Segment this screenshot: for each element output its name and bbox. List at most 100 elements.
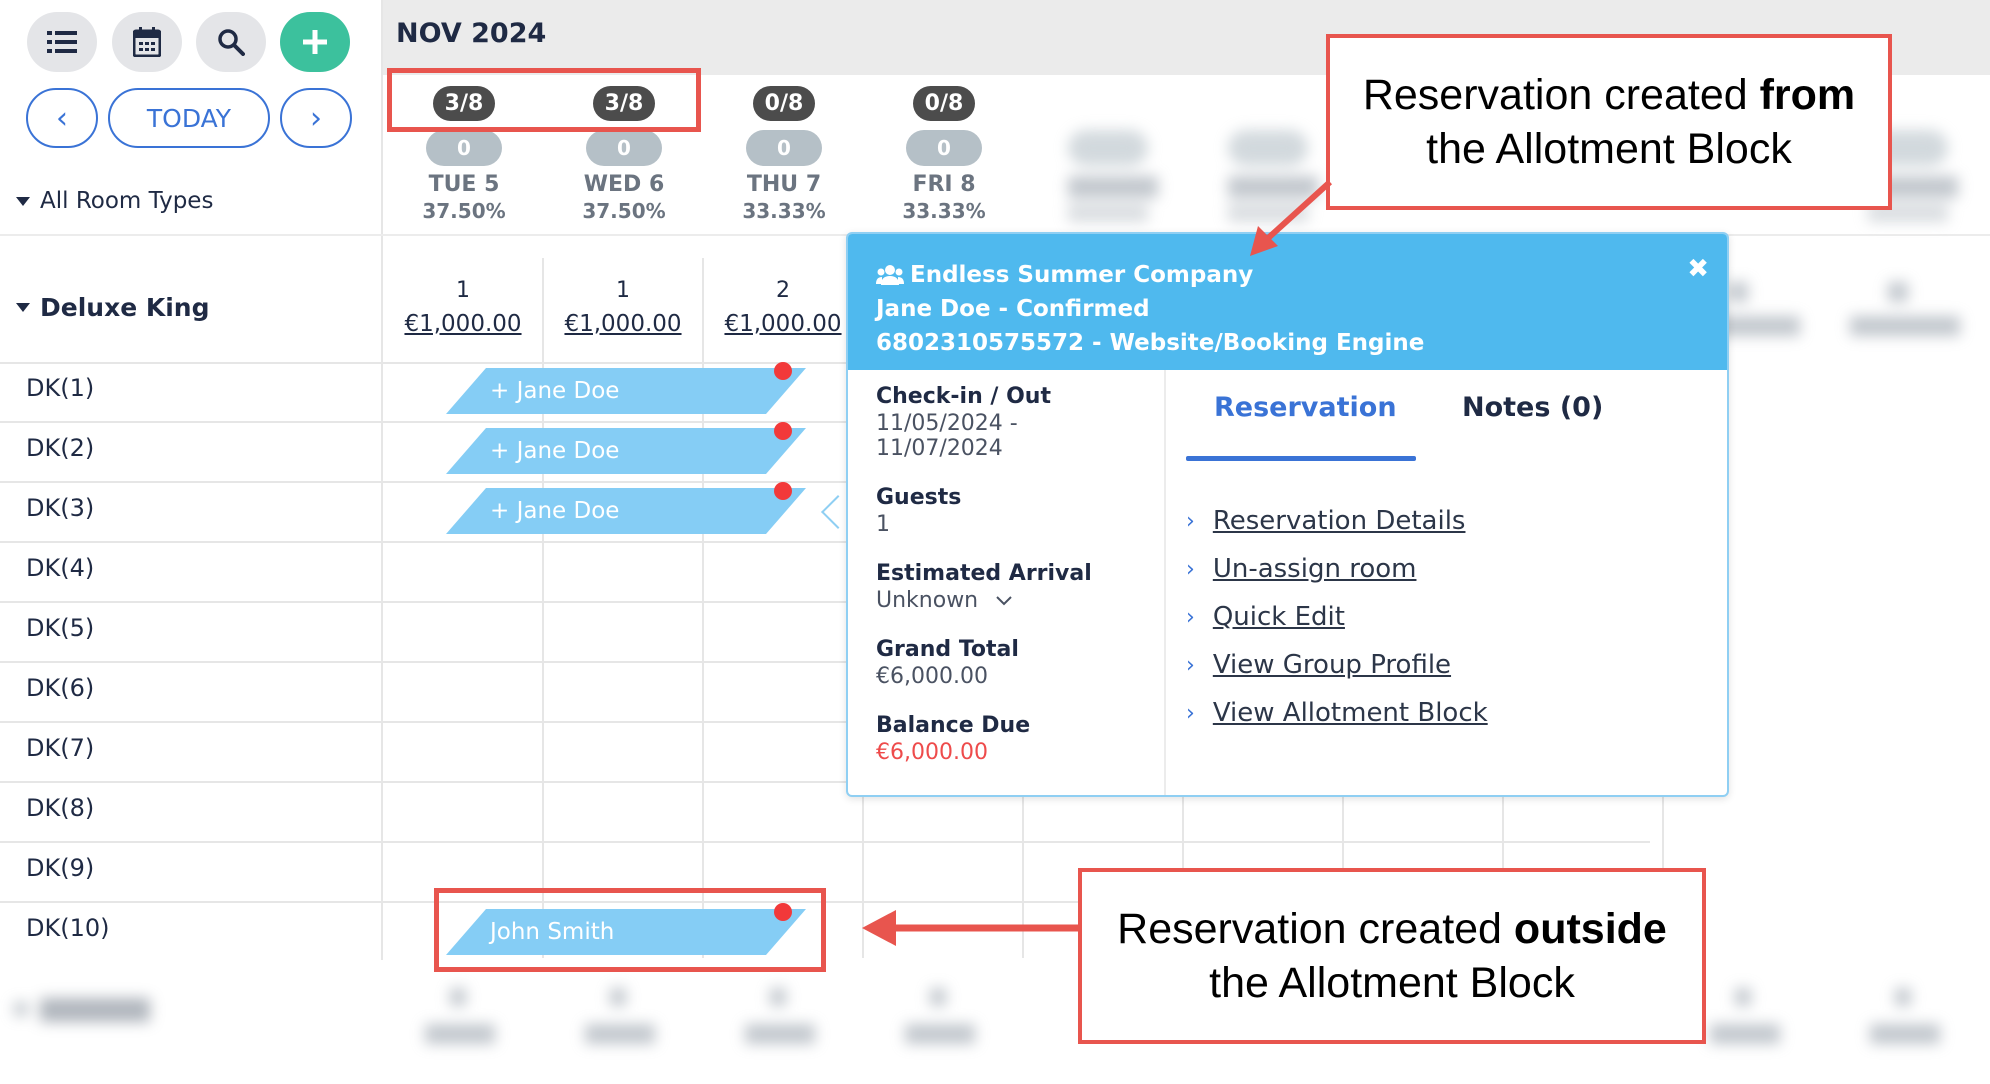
count-badge: 0 (906, 130, 982, 166)
chevron-right-icon: › (1186, 556, 1195, 582)
search-button[interactable] (196, 12, 266, 72)
rate-cell[interactable]: 2 €1,000.00 (703, 278, 863, 337)
room-count: 2 (776, 278, 790, 303)
checkin-label: Check-in / Out (876, 384, 1051, 409)
tab-reservation[interactable]: Reservation (1214, 392, 1397, 423)
previous-button[interactable]: ‹ (26, 88, 98, 148)
day-column-header[interactable]: 0/8 0 THU 7 33.33% (704, 86, 864, 223)
caret-down-icon (16, 196, 30, 206)
tab-notes[interactable]: Notes (0) (1462, 392, 1604, 423)
reservation-bar[interactable]: + Jane Doe (446, 488, 806, 534)
room-type-filter[interactable]: All Room Types (16, 188, 213, 214)
chevron-left-icon: ‹ (56, 100, 68, 136)
next-button[interactable]: › (280, 88, 352, 148)
unpaid-indicator (774, 422, 792, 440)
room-count: 1 (456, 278, 470, 303)
today-label: TODAY (146, 103, 232, 133)
room-label: DK(3) (26, 494, 95, 522)
link-label[interactable]: Reservation Details (1212, 506, 1466, 536)
arrival-dropdown[interactable]: Unknown (876, 588, 1146, 613)
room-label: DK(2) (26, 434, 95, 462)
occupancy-percent: 33.33% (742, 199, 826, 223)
occupancy-percent: 37.50% (582, 199, 666, 223)
link-label[interactable]: View Allotment Block (1212, 698, 1488, 728)
link-unassign-room[interactable]: › Un-assign room (1186, 554, 1416, 584)
room-type-name: Deluxe King (40, 293, 210, 322)
popup-divider (1164, 370, 1166, 795)
callout-from-allotment: Reservation created from the Allotment B… (1326, 34, 1892, 210)
arrow-from-line (1263, 179, 1333, 243)
room-type-deluxe-king[interactable]: Deluxe King (16, 293, 210, 322)
rate-cell[interactable]: 1 €1,000.00 (543, 278, 703, 337)
chevron-right-icon: › (310, 100, 322, 136)
row-divider (0, 841, 1650, 843)
row-divider (0, 601, 1650, 603)
list-icon (47, 31, 77, 53)
close-icon[interactable]: ✖ (1687, 254, 1709, 284)
list-view-button[interactable] (27, 12, 97, 72)
active-tab-indicator (1186, 456, 1416, 461)
reservation-bar[interactable]: + Jane Doe (446, 368, 806, 414)
rate-cell[interactable]: 1 €1,000.00 (383, 278, 543, 337)
room-filter-label: All Room Types (40, 188, 214, 214)
day-column-header[interactable]: 0/8 0 FRI 8 33.33% (864, 86, 1024, 223)
room-count: 1 (616, 278, 630, 303)
availability-badge: 3/8 (592, 86, 656, 121)
total-value: €6,000.00 (876, 664, 988, 689)
day-column-header[interactable]: 3/8 0 WED 6 37.50% (544, 86, 704, 223)
callout-text: Reservation created (1362, 71, 1760, 119)
reservation-bar[interactable]: John Smith (446, 909, 806, 955)
arrival-label: Estimated Arrival (876, 561, 1092, 586)
callout-text: the Allotment Block (1426, 125, 1792, 173)
chevron-right-icon: › (1186, 604, 1195, 630)
day-name: WED 6 (583, 172, 665, 197)
search-icon (218, 29, 245, 56)
link-reservation-details[interactable]: › Reservation Details (1186, 506, 1465, 536)
room-label: DK(10) (26, 914, 110, 942)
chevron-right-icon: › (1186, 652, 1195, 678)
calendar-icon (133, 27, 161, 57)
reservation-popup: Endless Summer Company Jane Doe - Confir… (846, 232, 1729, 797)
occupancy-percent: 33.33% (902, 199, 986, 223)
unpaid-indicator (774, 362, 792, 380)
reservation-guest: + Jane Doe (490, 438, 620, 464)
callout-text: the Allotment Block (1209, 959, 1575, 1007)
chevron-right-icon: › (1186, 700, 1195, 726)
row-divider (0, 661, 1650, 663)
row-divider (0, 541, 1650, 543)
count-badge: 0 (746, 130, 822, 166)
rate-price[interactable]: €1,000.00 (404, 311, 522, 337)
arrival-value: Unknown (876, 588, 979, 613)
day-name: TUE 5 (428, 172, 500, 197)
room-label: DK(9) (26, 854, 95, 882)
link-label[interactable]: Un-assign room (1212, 554, 1417, 584)
column-divider (542, 258, 544, 958)
calendar-view-button[interactable] (112, 12, 182, 72)
popup-company[interactable]: Endless Summer Company (910, 262, 1254, 288)
link-label[interactable]: View Group Profile (1212, 650, 1452, 680)
balance-value: €6,000.00 (876, 740, 988, 765)
add-reservation-button[interactable] (280, 12, 350, 72)
popup-reservation-source: 6802310575572 - Website/Booking Engine (876, 330, 1425, 356)
room-label: DK(8) (26, 794, 95, 822)
today-button[interactable]: TODAY (108, 88, 270, 148)
link-label[interactable]: Quick Edit (1212, 602, 1345, 632)
reservation-bar[interactable]: + Jane Doe (446, 428, 806, 474)
row-divider (0, 362, 1650, 364)
link-view-group-profile[interactable]: › View Group Profile (1186, 650, 1451, 680)
rate-price[interactable]: €1,000.00 (724, 311, 842, 337)
callout-emphasis: from (1759, 71, 1856, 119)
link-quick-edit[interactable]: › Quick Edit (1186, 602, 1345, 632)
link-view-allotment-block[interactable]: › View Allotment Block (1186, 698, 1488, 728)
row-divider (0, 481, 1650, 483)
popup-guest-status: Jane Doe - Confirmed (876, 296, 1150, 322)
unpaid-indicator (774, 903, 792, 921)
arrow-outside-head (862, 910, 896, 946)
room-label: DK(6) (26, 674, 95, 702)
room-label: DK(1) (26, 374, 95, 402)
rate-price[interactable]: €1,000.00 (564, 311, 682, 337)
availability-badge: 3/8 (432, 86, 496, 121)
popup-header: Endless Summer Company Jane Doe - Confir… (848, 234, 1727, 370)
total-label: Grand Total (876, 637, 1019, 662)
day-column-header[interactable]: 3/8 0 TUE 5 37.50% (384, 86, 544, 223)
